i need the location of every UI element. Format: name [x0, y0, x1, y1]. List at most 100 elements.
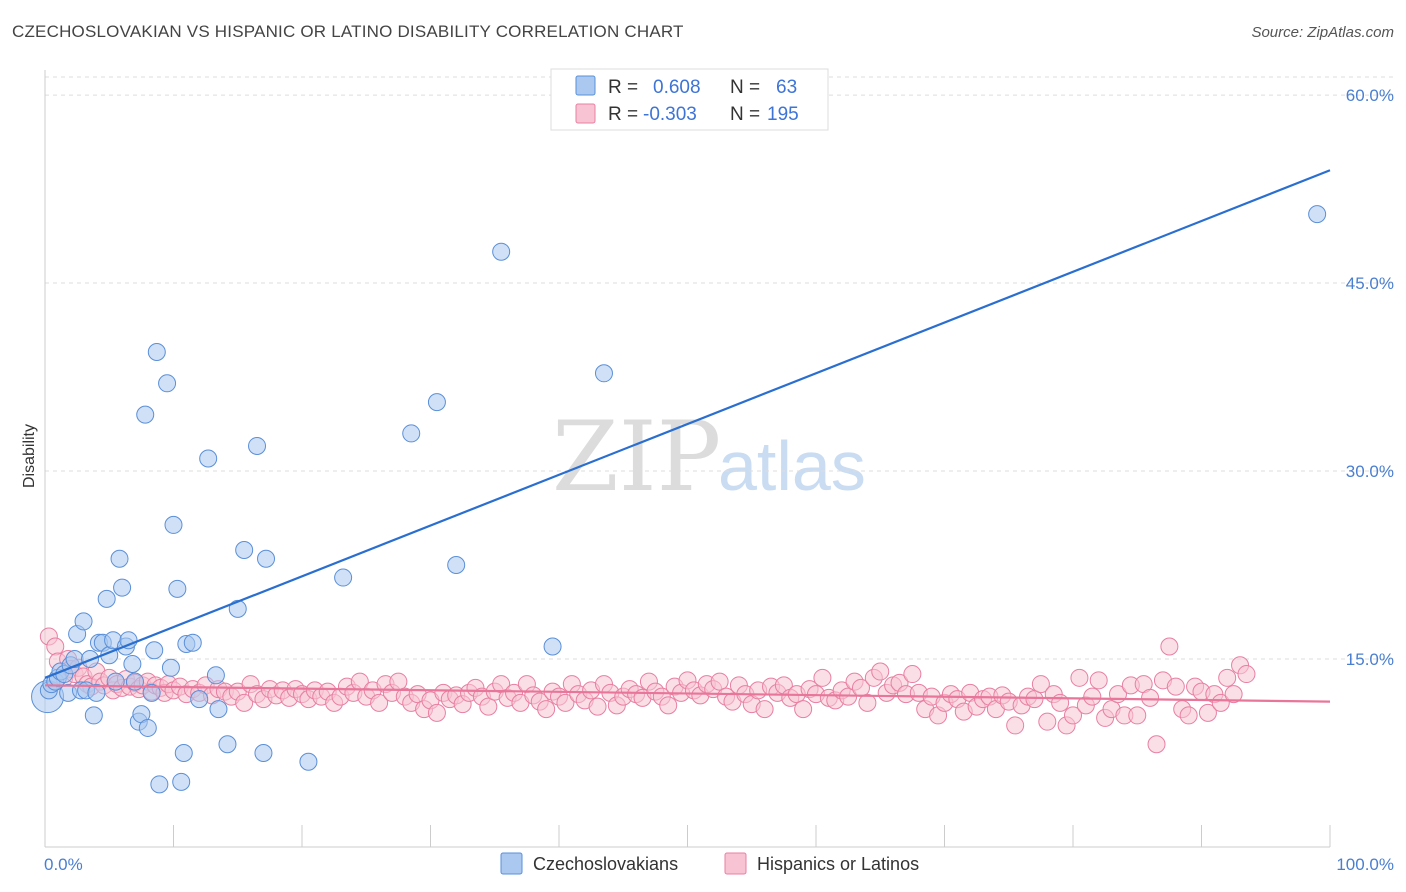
chart-title: CZECHOSLOVAKIAN VS HISPANIC OR LATINO DI…: [12, 22, 684, 41]
hispanic-point-144: [903, 665, 922, 684]
czechoslovakian-trend-line: [44, 169, 1331, 679]
x-tick-label-min: 0.0%: [44, 855, 83, 874]
czechoslovakian-point-47: [206, 666, 225, 685]
y-tick-label-15: 15.0%: [1346, 650, 1394, 669]
hispanic-point-87: [537, 700, 556, 719]
czechoslovakian-point-54: [257, 549, 276, 568]
x-tick-label-max: 100.0%: [1336, 855, 1394, 874]
hispanic-point-139: [871, 662, 890, 681]
czechoslovakian-points: [31, 205, 1327, 794]
hispanic-point-184: [1160, 637, 1179, 656]
hispanic-point-179: [1128, 706, 1147, 725]
legend-n-value-1: 63: [776, 77, 797, 98]
trend-lines: [44, 169, 1331, 703]
czechoslovakian-point-42: [174, 744, 193, 763]
czechoslovakian-point-16: [87, 683, 106, 702]
x-ticks: [44, 825, 1331, 847]
legend-frame: [550, 68, 829, 131]
czechoslovakian-point-50: [228, 599, 247, 618]
hispanic-point-163: [1025, 690, 1044, 709]
hispanic-point-172: [1083, 687, 1102, 706]
czechoslovakian-point-48: [209, 700, 228, 719]
hispanic-point-95: [588, 697, 607, 716]
czechoslovakian-point-40: [168, 579, 187, 598]
hispanic-point-1: [46, 637, 65, 656]
czechoslovakian-point-38: [161, 658, 180, 677]
czechoslovakian-point-37: [158, 374, 177, 393]
hispanic-point-70: [427, 703, 446, 722]
czechoslovakian-point-62: [594, 364, 613, 383]
czechoslovakian-point-33: [142, 683, 161, 702]
czechoslovakian-point-63: [1308, 205, 1327, 224]
hispanic-point-130: [813, 668, 832, 687]
czechoslovakian-point-56: [334, 568, 353, 587]
series-legend: Czechoslovakians Hispanics or Latinos: [500, 852, 919, 875]
legend-n-label-2: N =: [730, 104, 760, 125]
czechoslovakian-point-39: [164, 515, 183, 534]
czechoslovakian-point-31: [136, 405, 155, 424]
y-tick-labels: 15.0% 30.0% 45.0% 60.0%: [1346, 86, 1394, 669]
chart-source: Source: ZipAtlas.com: [1251, 24, 1394, 41]
hispanic-point-185: [1166, 677, 1185, 696]
czechoslovakian-point-61: [543, 637, 562, 656]
czechoslovakian-point-32: [138, 718, 157, 737]
hispanic-point-164: [1031, 675, 1050, 694]
y-tick-label-45: 45.0%: [1346, 274, 1394, 293]
czechoslovakian-point-45: [190, 690, 209, 709]
czechoslovakian-point-12: [74, 612, 93, 631]
legend-swatch-pink: [575, 103, 596, 124]
czechoslovakian-point-59: [447, 556, 466, 575]
czechoslovakian-point-60: [492, 242, 511, 261]
czechoslovakian-point-51: [235, 540, 254, 559]
legend-swatch-blue: [575, 75, 596, 96]
czechoslovakian-point-22: [106, 672, 125, 691]
legend-r-value-1: 0.608: [653, 77, 701, 98]
series-legend-label-hispanics: Hispanics or Latinos: [757, 854, 919, 874]
y-tick-label-30: 30.0%: [1346, 462, 1394, 481]
hispanic-point-170: [1070, 668, 1089, 687]
legend-r-label-1: R =: [608, 77, 638, 98]
czechoslovakian-point-58: [427, 393, 446, 412]
czechoslovakian-point-36: [150, 775, 169, 794]
legend-r-label-2: R =: [608, 104, 638, 125]
czechoslovakian-point-44: [183, 633, 202, 652]
czechoslovakian-point-26: [119, 631, 138, 650]
czechoslovakian-point-41: [172, 772, 191, 791]
legend-n-value-2: 195: [767, 104, 799, 125]
czechoslovakian-point-53: [254, 744, 273, 763]
hispanic-point-90: [556, 693, 575, 712]
hispanic-point-187: [1179, 706, 1198, 725]
czechoslovakian-point-34: [145, 641, 164, 660]
hispanic-point-121: [755, 700, 774, 719]
czechoslovakian-point-55: [299, 752, 318, 771]
czechoslovakian-point-49: [218, 735, 237, 754]
hispanic-point-196: [1237, 665, 1256, 684]
y-tick-label-60: 60.0%: [1346, 86, 1394, 105]
watermark-atlas: atlas: [718, 427, 866, 505]
czechoslovakian-point-19: [97, 589, 116, 608]
hispanic-point-40: [235, 693, 254, 712]
hispanic-point-78: [479, 697, 498, 716]
hispanic-point-173: [1089, 671, 1108, 690]
hispanic-point-190: [1198, 703, 1217, 722]
series-legend-swatch-blue: [500, 852, 523, 875]
watermark-zip: ZIP: [552, 401, 721, 513]
hispanic-point-61: [370, 693, 389, 712]
czechoslovakian-point-27: [123, 655, 142, 674]
hispanic-point-192: [1211, 693, 1230, 712]
hispanic-point-194: [1224, 685, 1243, 704]
correlation-legend: R = 0.608 N = 63 R = -0.303 N = 195: [550, 68, 829, 131]
series-legend-label-czechoslovakians: Czechoslovakians: [533, 854, 678, 874]
hispanic-point-137: [858, 693, 877, 712]
grid: [45, 76, 1395, 660]
hispanic-point-181: [1141, 688, 1160, 707]
hispanic-point-114: [710, 672, 729, 691]
hispanic-point-167: [1051, 693, 1070, 712]
czechoslovakian-point-23: [110, 549, 129, 568]
hispanic-point-165: [1038, 712, 1057, 731]
series-legend-swatch-pink: [724, 852, 747, 875]
hispanic-point-193: [1218, 668, 1237, 687]
hispanic-point-160: [1006, 716, 1025, 735]
hispanic-point-169: [1064, 706, 1082, 725]
